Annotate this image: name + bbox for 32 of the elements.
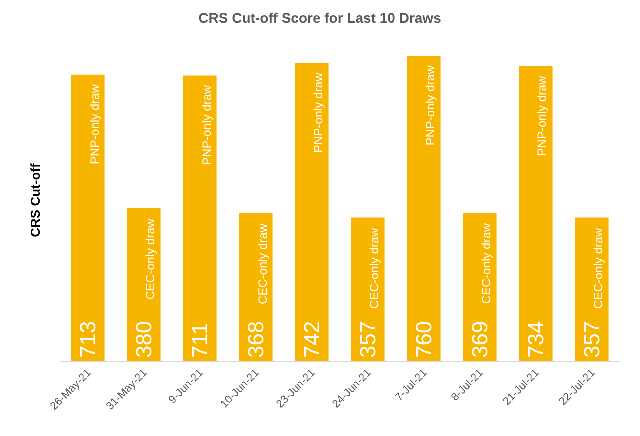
bar: [71, 74, 105, 361]
data-label: 711: [188, 322, 212, 358]
data-label: 760: [412, 321, 436, 358]
data-label: 357: [580, 321, 604, 358]
bar: [295, 63, 329, 361]
annotation: CEC-only draw: [591, 228, 606, 309]
bar: [463, 212, 497, 361]
bar: [575, 218, 609, 361]
bar: [183, 76, 217, 361]
data-label: 713: [76, 321, 100, 358]
bar: [351, 218, 385, 361]
data-label: 369: [468, 321, 492, 358]
annotation: PNP-only draw: [88, 84, 102, 165]
y-axis-title: CRS Cut-off: [28, 163, 43, 238]
data-label: 357: [356, 321, 380, 358]
annotation: CEC-only draw: [479, 223, 494, 304]
annotation: CEC-only draw: [144, 218, 158, 300]
annotation: PNP-only draw: [200, 85, 214, 166]
data-label: 734: [524, 321, 548, 358]
annotation: CEC-only draw: [367, 228, 382, 309]
bar: [519, 66, 553, 361]
annotation: PNP-only draw: [311, 72, 326, 153]
annotation: PNP-only draw: [535, 76, 550, 156]
bar: [127, 208, 161, 361]
bar: [407, 56, 441, 361]
data-label: 368: [244, 321, 268, 358]
chart-title: CRS Cut-off Score for Last 10 Draws: [198, 10, 442, 26]
annotation: CEC-only draw: [256, 224, 270, 305]
data-label: 742: [300, 321, 324, 358]
bar: [239, 213, 273, 361]
annotation: PNP-only draw: [424, 65, 438, 146]
data-label: 380: [132, 321, 156, 358]
